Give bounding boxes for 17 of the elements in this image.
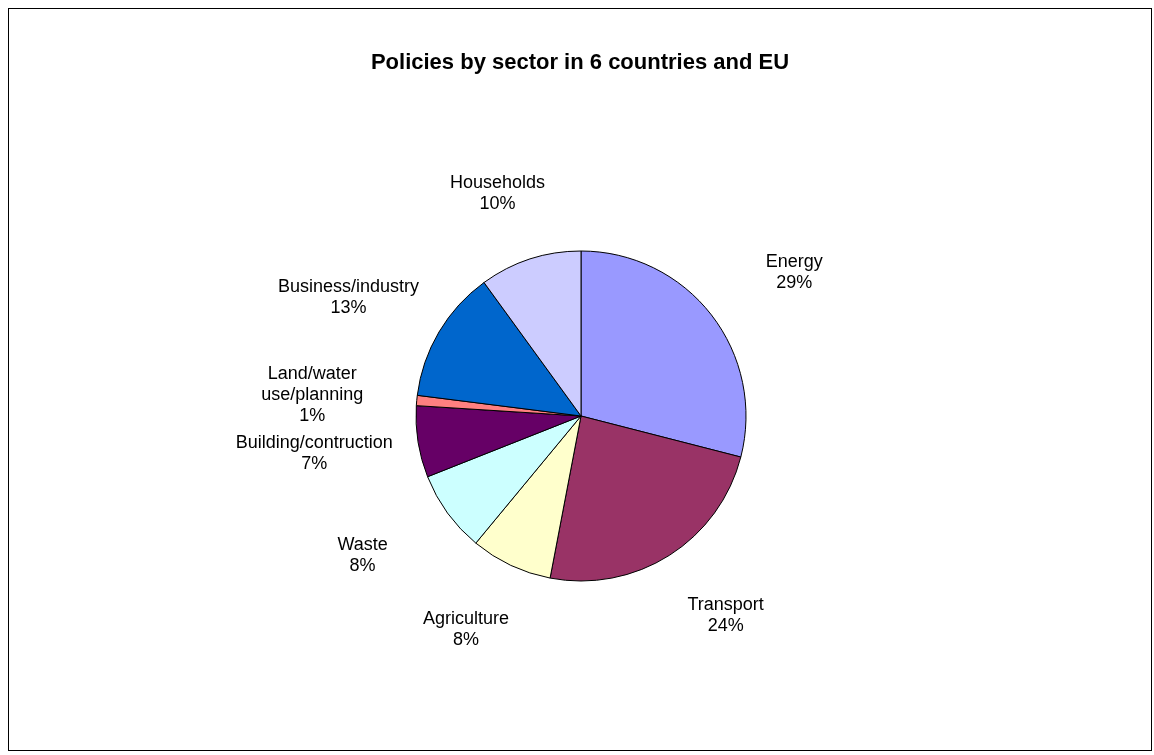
- data-label: 7%: [301, 453, 328, 474]
- chart-title: Policies by sector in 6 countries and EU: [369, 49, 791, 75]
- data-label: 8%: [453, 629, 480, 650]
- data-label: 10%: [479, 193, 516, 213]
- slice-label: Energy: [765, 251, 823, 272]
- data-label: 29%: [776, 272, 813, 293]
- slice-label: Land/water use/planning: [261, 362, 364, 404]
- data-label: 8%: [349, 554, 376, 575]
- slice-label: Households: [450, 172, 546, 192]
- slice-label: Business/industry: [278, 275, 420, 296]
- slice-label: Transport: [687, 593, 764, 614]
- data-label: 13%: [330, 296, 367, 317]
- data-label: 24%: [707, 614, 744, 635]
- data-label: 1%: [299, 404, 326, 425]
- slice-label: Agriculture: [423, 608, 510, 629]
- slice-label: Waste: [337, 533, 388, 554]
- slice-label: Building/contruction: [235, 432, 393, 453]
